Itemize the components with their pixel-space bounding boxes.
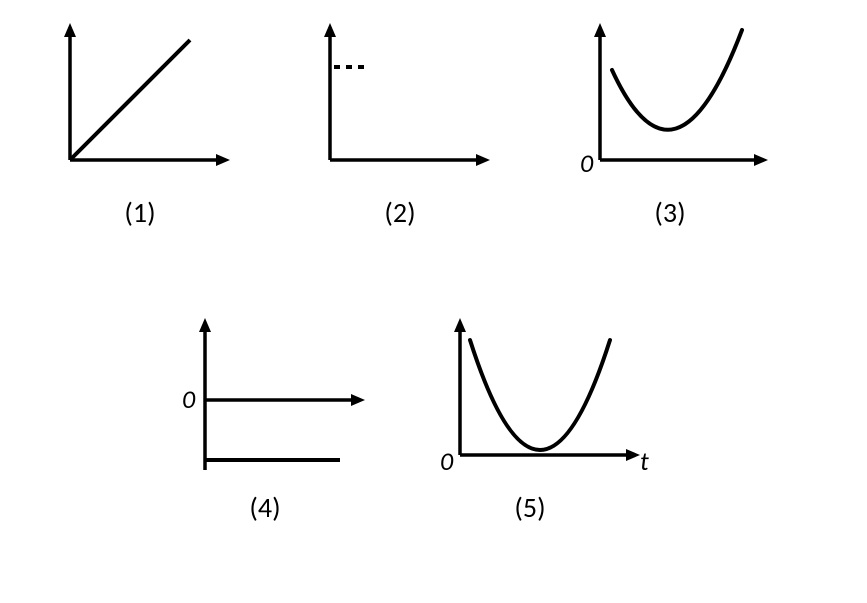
x-axis <box>600 154 768 166</box>
x-axis <box>205 394 365 406</box>
origin-label: 0 <box>182 383 196 415</box>
curve <box>70 40 190 160</box>
panel-caption-5: (5) <box>500 490 560 525</box>
curve <box>470 340 610 450</box>
graph-svg-2 <box>300 15 540 205</box>
y-axis <box>454 318 466 455</box>
graph-svg-4: 0 <box>170 310 410 500</box>
panel-caption-2: (2) <box>370 195 430 230</box>
graph-panel-2 <box>300 15 500 185</box>
figure-canvas: { "figure": { "background_color": "#ffff… <box>0 0 867 603</box>
graph-svg-5: 0 t <box>430 310 670 500</box>
origin-label: 0 <box>580 147 594 179</box>
t-axis-label: t <box>640 445 649 477</box>
y-axis <box>64 23 76 160</box>
origin-label: 0 <box>440 445 454 477</box>
y-axis <box>199 318 211 470</box>
panel-caption-4: (4) <box>235 490 295 525</box>
panel-caption-3: (3) <box>640 195 700 230</box>
curve <box>612 30 742 130</box>
panel-caption-1: (1) <box>110 195 170 230</box>
graph-svg-3: 0 <box>570 15 810 205</box>
y-axis <box>594 23 606 160</box>
x-axis <box>330 154 490 166</box>
x-axis <box>70 154 230 166</box>
x-axis <box>460 449 640 461</box>
graph-panel-1 <box>40 15 240 185</box>
graph-panel-5: 0 t <box>430 310 630 480</box>
graph-svg-1 <box>40 15 280 205</box>
graph-panel-3: 0 <box>570 15 770 185</box>
y-axis <box>324 23 336 160</box>
graph-panel-4: 0 <box>170 310 370 480</box>
